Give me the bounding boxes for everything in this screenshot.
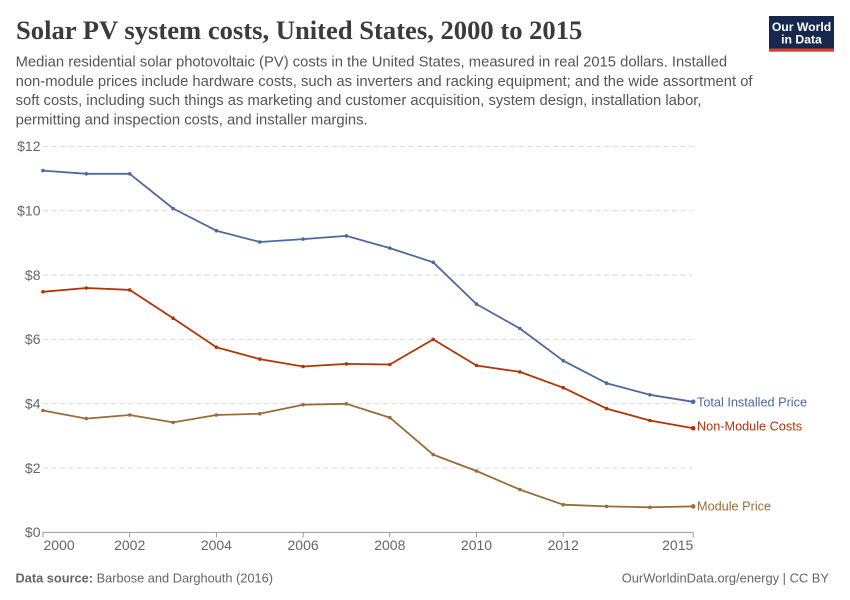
svg-text:2015: 2015 xyxy=(662,537,693,553)
svg-text:permitting and inspection cost: permitting and inspection costs, and ins… xyxy=(16,112,368,128)
svg-text:2006: 2006 xyxy=(288,537,319,553)
svg-text:2012: 2012 xyxy=(548,537,579,553)
svg-text:$10: $10 xyxy=(17,203,41,219)
svg-text:$8: $8 xyxy=(25,267,41,283)
svg-text:Median residential solar photo: Median residential solar photovoltaic (P… xyxy=(16,55,727,71)
svg-text:Our World: Our World xyxy=(772,20,831,34)
svg-text:2000: 2000 xyxy=(44,537,75,553)
svg-text:2008: 2008 xyxy=(374,537,405,553)
svg-text:OurWorldinData.org/energy | CC: OurWorldinData.org/energy | CC BY xyxy=(622,571,830,586)
svg-text:in Data: in Data xyxy=(781,32,822,46)
svg-text:2010: 2010 xyxy=(461,537,492,553)
svg-text:non-module prices include hard: non-module prices include hardware costs… xyxy=(16,74,754,90)
svg-text:$12: $12 xyxy=(17,138,41,154)
svg-text:$4: $4 xyxy=(25,396,41,412)
svg-text:$6: $6 xyxy=(25,331,41,347)
svg-text:Solar PV system costs, United: Solar PV system costs, United States, 20… xyxy=(16,15,582,45)
svg-text:2004: 2004 xyxy=(201,537,232,553)
svg-text:$2: $2 xyxy=(25,460,41,476)
svg-text:Module Price: Module Price xyxy=(697,500,771,514)
svg-text:soft costs, including such thi: soft costs, including such things as mar… xyxy=(16,93,702,109)
svg-text:Total Installed Price: Total Installed Price xyxy=(697,396,807,410)
svg-text:$0: $0 xyxy=(25,524,41,540)
svg-text:Data source: Barbose and Dargh: Data source: Barbose and Darghouth (2016… xyxy=(16,571,274,586)
svg-text:2002: 2002 xyxy=(114,537,145,553)
svg-text:Non-Module Costs: Non-Module Costs xyxy=(697,420,802,434)
